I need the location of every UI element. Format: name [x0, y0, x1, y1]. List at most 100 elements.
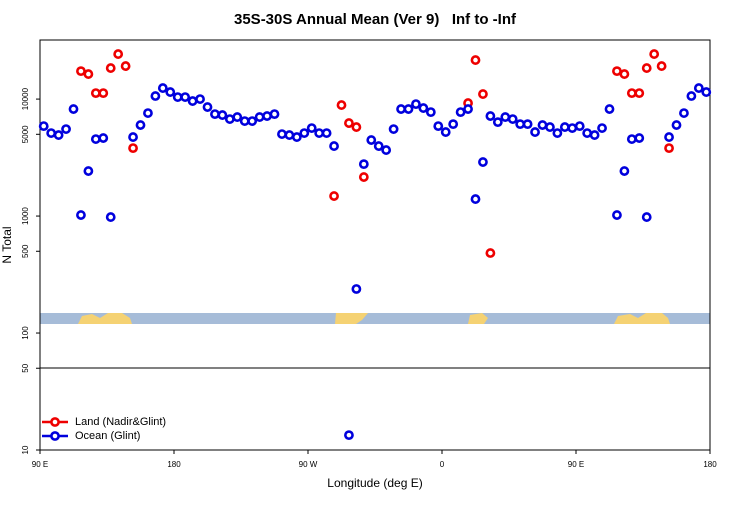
point	[567, 123, 578, 133]
point	[232, 112, 243, 122]
point	[686, 91, 697, 101]
point	[455, 107, 466, 118]
land-strip	[468, 313, 488, 324]
point	[314, 128, 325, 138]
point	[135, 120, 146, 130]
point	[604, 104, 615, 114]
point	[239, 116, 250, 126]
x-tick-label: 0	[440, 460, 445, 469]
point	[262, 111, 272, 121]
chart-title: 35S-30S Annual Mean (Ver 9) Inf to -Inf	[234, 11, 517, 28]
point	[83, 166, 94, 176]
point	[388, 124, 399, 134]
point	[38, 121, 49, 132]
plot-frame	[39, 39, 711, 451]
point	[500, 112, 511, 122]
point	[537, 120, 548, 130]
point	[693, 83, 704, 93]
y-tick-label: 500	[21, 244, 30, 258]
y-tick-label: 100	[21, 326, 30, 340]
point	[411, 99, 421, 110]
point	[649, 49, 660, 59]
point	[619, 69, 630, 79]
point	[358, 172, 369, 182]
point	[128, 132, 138, 142]
point	[664, 132, 674, 142]
point	[284, 130, 295, 140]
x-tick-label: 180	[703, 460, 717, 469]
y-axis-label: N Total	[0, 226, 14, 263]
point	[433, 121, 444, 132]
point	[478, 157, 488, 167]
point	[210, 109, 220, 120]
point	[113, 49, 124, 59]
x-tick-label: 90 E	[32, 460, 48, 469]
point	[485, 248, 496, 258]
point	[403, 104, 414, 114]
point	[128, 143, 138, 154]
point	[329, 141, 339, 151]
point	[612, 66, 622, 77]
point	[299, 128, 310, 138]
x-axis-label: Longitude (deg E)	[327, 476, 422, 490]
point	[641, 63, 652, 73]
y-tick-label: 5000	[21, 125, 30, 143]
point	[701, 87, 712, 97]
point	[574, 121, 585, 132]
land-strip	[614, 313, 670, 324]
y-tick-label: 50	[21, 363, 30, 372]
point	[291, 132, 302, 142]
point	[76, 210, 86, 220]
point	[634, 133, 645, 143]
point	[582, 128, 593, 138]
point	[269, 109, 280, 120]
point	[463, 104, 473, 114]
point	[165, 87, 176, 97]
point	[470, 194, 481, 204]
point	[530, 127, 540, 137]
legend-label: Land (Nadir&Glint)	[75, 416, 166, 428]
point	[321, 128, 332, 138]
point	[336, 100, 347, 110]
x-tick-label: 180	[167, 460, 181, 469]
point	[515, 119, 526, 130]
y-tick-label: 1000	[21, 207, 30, 225]
point	[61, 124, 71, 134]
point	[105, 63, 116, 73]
ocean-strip	[40, 313, 710, 324]
point	[381, 145, 392, 155]
point	[440, 127, 451, 137]
point	[329, 191, 339, 201]
point	[98, 133, 109, 143]
point	[83, 69, 94, 79]
point	[552, 128, 563, 138]
point	[671, 120, 682, 130]
x-tick-label: 90 W	[299, 460, 318, 469]
point	[492, 117, 503, 128]
point	[157, 83, 168, 93]
point	[641, 212, 652, 222]
point	[76, 66, 86, 77]
point	[143, 108, 153, 118]
legend-label: Ocean (Glint)	[75, 430, 140, 442]
point	[180, 92, 191, 102]
point	[656, 61, 667, 71]
point	[120, 61, 131, 71]
point	[105, 212, 116, 222]
point	[172, 92, 183, 102]
point	[195, 94, 205, 104]
point	[277, 129, 287, 139]
point	[559, 122, 570, 132]
point	[478, 89, 488, 99]
point	[187, 96, 198, 106]
point	[247, 116, 258, 126]
map-strip	[40, 313, 710, 324]
point	[202, 102, 213, 112]
point	[664, 143, 674, 154]
point	[589, 130, 600, 140]
point	[373, 141, 384, 151]
point	[344, 118, 354, 128]
x-tick-label: 90 E	[568, 460, 584, 469]
point	[425, 107, 436, 118]
